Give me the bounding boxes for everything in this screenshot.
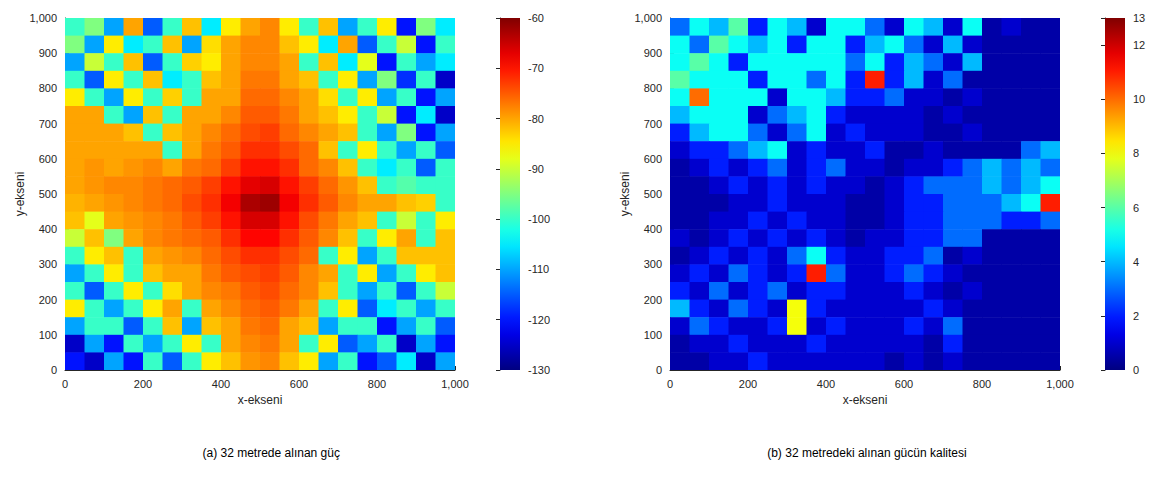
svg-text:100: 100 [644, 329, 662, 341]
svg-text:1,000: 1,000 [1046, 378, 1074, 390]
svg-text:y-ekseni: y-ekseni [13, 172, 27, 217]
svg-text:400: 400 [39, 223, 57, 235]
svg-text:700: 700 [39, 118, 57, 130]
svg-text:0: 0 [51, 364, 57, 376]
svg-text:0: 0 [1133, 364, 1139, 376]
svg-text:x-ekseni: x-ekseni [843, 393, 888, 407]
svg-text:12: 12 [1133, 39, 1145, 51]
svg-text:-110: -110 [528, 263, 549, 275]
svg-text:-100: -100 [528, 213, 550, 225]
svg-text:0: 0 [62, 378, 68, 390]
svg-text:-70: -70 [528, 62, 544, 74]
svg-text:900: 900 [644, 47, 662, 59]
svg-text:x-ekseni: x-ekseni [238, 393, 283, 407]
svg-text:700: 700 [644, 118, 662, 130]
svg-text:0: 0 [656, 364, 662, 376]
svg-text:600: 600 [895, 378, 913, 390]
svg-text:800: 800 [368, 378, 386, 390]
svg-text:-120: -120 [528, 314, 550, 326]
svg-text:100: 100 [39, 329, 57, 341]
svg-text:(b) 32 metredeki alınan gücün: (b) 32 metredeki alınan gücün kalitesi [767, 446, 966, 460]
svg-text:600: 600 [290, 378, 308, 390]
svg-text:200: 200 [739, 378, 757, 390]
svg-text:4: 4 [1133, 256, 1139, 268]
svg-text:6: 6 [1133, 202, 1139, 214]
svg-text:400: 400 [817, 378, 835, 390]
svg-text:500: 500 [39, 188, 57, 200]
svg-text:600: 600 [644, 153, 662, 165]
svg-text:800: 800 [644, 82, 662, 94]
svg-text:-90: -90 [528, 163, 544, 175]
svg-text:800: 800 [39, 82, 57, 94]
svg-text:1,000: 1,000 [29, 12, 57, 24]
svg-text:(a) 32 metrede alınan güç: (a) 32 metrede alınan güç [202, 446, 339, 460]
svg-text:500: 500 [644, 188, 662, 200]
svg-text:1,000: 1,000 [441, 378, 469, 390]
svg-text:300: 300 [644, 258, 662, 270]
svg-text:900: 900 [39, 47, 57, 59]
svg-text:200: 200 [39, 294, 57, 306]
svg-text:0: 0 [667, 378, 673, 390]
svg-text:800: 800 [973, 378, 991, 390]
svg-text:2: 2 [1133, 310, 1139, 322]
svg-text:400: 400 [644, 223, 662, 235]
svg-text:400: 400 [212, 378, 230, 390]
svg-text:y-ekseni: y-ekseni [618, 172, 632, 217]
svg-text:300: 300 [39, 258, 57, 270]
svg-text:-130: -130 [528, 364, 550, 376]
svg-text:200: 200 [644, 294, 662, 306]
svg-text:-80: -80 [528, 113, 544, 125]
svg-text:600: 600 [39, 153, 57, 165]
svg-text:1,000: 1,000 [634, 12, 662, 24]
svg-text:8: 8 [1133, 147, 1139, 159]
svg-text:-60: -60 [528, 12, 544, 24]
svg-text:200: 200 [134, 378, 152, 390]
svg-text:13: 13 [1133, 12, 1145, 24]
svg-text:10: 10 [1133, 93, 1145, 105]
